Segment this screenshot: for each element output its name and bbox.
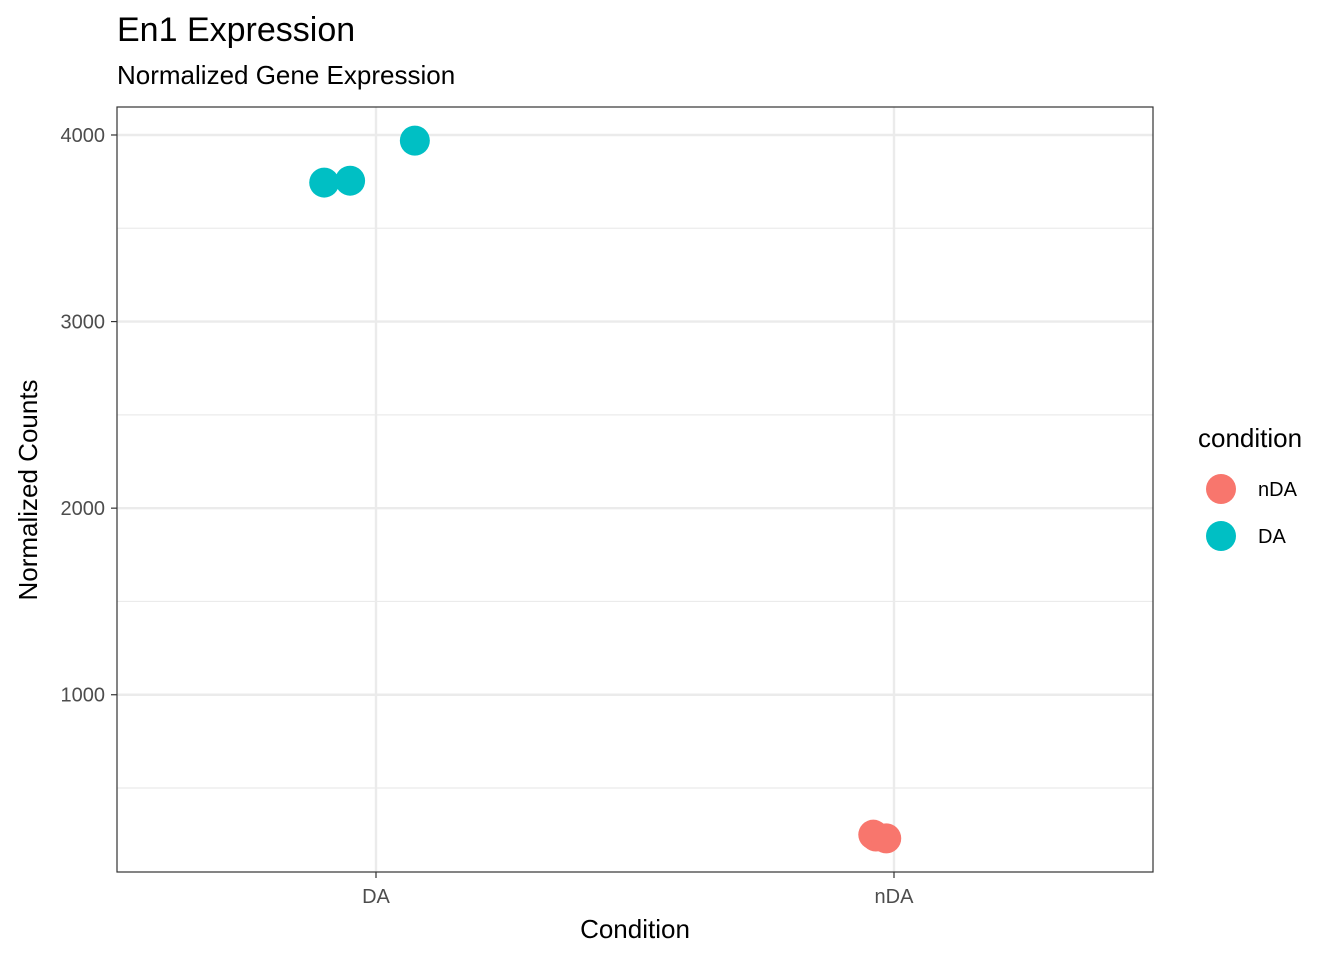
y-tick-label: 1000 bbox=[61, 685, 106, 707]
data-point bbox=[335, 165, 366, 196]
data-point bbox=[871, 823, 902, 854]
x-tick-label: DA bbox=[362, 886, 390, 908]
panel-background bbox=[117, 107, 1153, 872]
x-tick-label: nDA bbox=[875, 886, 915, 908]
y-tick-label: 3000 bbox=[61, 312, 106, 334]
legend-key bbox=[1206, 474, 1236, 504]
x-axis-title: Condition bbox=[580, 914, 690, 944]
panel-border bbox=[116, 106, 1154, 873]
y-axis-title: Normalized Counts bbox=[13, 379, 43, 600]
chart-subtitle: Normalized Gene Expression bbox=[117, 60, 455, 90]
legend: condition nDA DA bbox=[1198, 423, 1302, 551]
legend-label: nDA bbox=[1258, 479, 1298, 501]
y-tick-label: 4000 bbox=[61, 125, 106, 147]
legend-key bbox=[1206, 521, 1236, 551]
plot-panel: 1000 2000 3000 4000 DA nDA bbox=[61, 106, 1154, 908]
legend-title: condition bbox=[1198, 423, 1302, 453]
chart-title: En1 Expression bbox=[117, 11, 355, 49]
y-tick-label: 2000 bbox=[61, 498, 106, 520]
data-point bbox=[309, 167, 340, 198]
legend-label: DA bbox=[1258, 526, 1286, 548]
data-point bbox=[399, 125, 430, 156]
